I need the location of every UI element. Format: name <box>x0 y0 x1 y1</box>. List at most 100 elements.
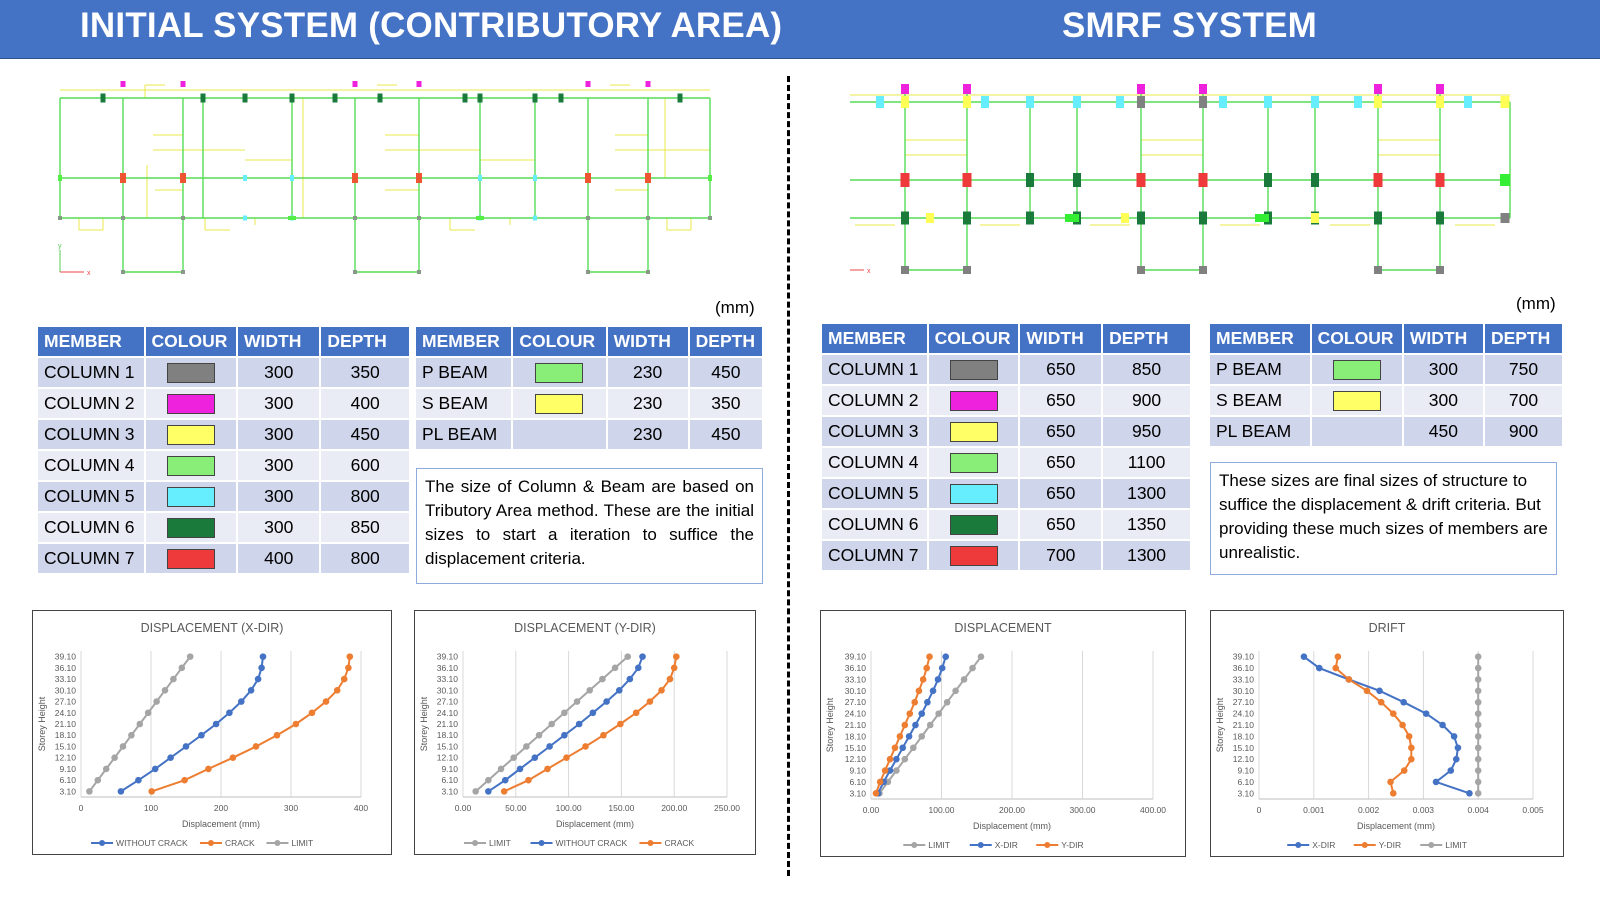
right-title: SMRF SYSTEM <box>1062 6 1317 45</box>
data-point-crack <box>673 653 680 660</box>
section-divider <box>787 76 790 876</box>
data-point-without-crack <box>575 720 583 728</box>
y-tick-label: 21.10 <box>55 719 77 729</box>
y-tick-label: 39.10 <box>845 652 867 662</box>
data-point-y-dir <box>919 676 927 683</box>
data-point-y-dir <box>1363 687 1371 695</box>
data-point-without-crack <box>198 731 205 739</box>
column-marker <box>876 96 884 108</box>
y-axis-title: Storey Height <box>419 696 429 751</box>
column-marker <box>1073 173 1081 187</box>
column-marker <box>1264 96 1272 108</box>
chart-displacement-y: DISPLACEMENT (Y-DIR) 0.00 50.00 100.00 150.0… <box>414 610 756 855</box>
note-initial: The size of Column & Beam are based on T… <box>416 468 763 584</box>
y-tick-label: 3.10 <box>1237 788 1254 798</box>
col-header-member: MEMBER <box>416 327 512 356</box>
colour-swatch <box>166 425 215 446</box>
column-marker <box>1199 96 1207 108</box>
member-name: COLUMN 3 <box>38 420 144 449</box>
chart-displacement-smrf: DISPLACEMENT 0.00 100.00 200.00 300.00 400.00… <box>820 610 1186 857</box>
data-point-y-dir <box>1387 778 1394 786</box>
colour-cell <box>928 417 1019 446</box>
data-point-limit <box>960 676 968 683</box>
table-row: COLUMN 4 300 600 <box>38 451 409 480</box>
data-point-crack <box>308 709 316 717</box>
y-tick-label: 27.10 <box>1233 697 1255 707</box>
data-point-limit <box>1474 653 1482 660</box>
colour-swatch <box>949 391 998 412</box>
data-point-x-dir <box>1422 710 1430 717</box>
y-tick-label: 36.10 <box>55 663 77 673</box>
data-point-without-crack <box>117 788 125 795</box>
legend-marker-y-dir <box>1044 842 1051 848</box>
table-row: COLUMN 3 300 450 <box>38 420 409 449</box>
legend-label: X-DIR <box>1312 840 1335 850</box>
data-point-without-crack <box>226 709 233 717</box>
column-marker <box>1137 96 1145 108</box>
column-marker <box>1137 211 1145 225</box>
legend-marker-limit <box>911 842 918 848</box>
y-tick-label: 24.10 <box>55 708 77 718</box>
col-header-width: WIDTH <box>1403 324 1483 353</box>
data-point-limit <box>144 709 152 717</box>
depth-value: 450 <box>321 420 409 449</box>
legend-label: LIMIT <box>489 838 511 848</box>
width-value: 300 <box>238 389 320 418</box>
chart-title: DRIFT <box>1369 621 1406 635</box>
data-point-limit <box>1474 767 1482 774</box>
column-marker <box>352 81 358 87</box>
y-tick-label: 30.10 <box>55 685 77 695</box>
column-marker <box>1219 96 1227 108</box>
data-point-limit <box>624 653 632 660</box>
column-marker <box>585 173 591 183</box>
column-marker <box>645 81 651 87</box>
member-name: COLUMN 4 <box>38 451 144 480</box>
column-marker <box>708 175 712 181</box>
data-point-x-dir <box>1315 664 1323 672</box>
data-point-y-dir <box>1345 676 1353 683</box>
width-value: 650 <box>1020 510 1102 539</box>
table-row: PL BEAM 230 450 <box>416 420 762 449</box>
table-row: S BEAM 230 350 <box>416 389 762 418</box>
column-marker <box>180 81 186 87</box>
data-point-x-dir <box>899 744 907 752</box>
column-marker <box>181 216 185 220</box>
y-tick-label: 18.10 <box>845 731 867 741</box>
member-name: COLUMN 5 <box>38 482 144 511</box>
data-point-crack <box>646 698 654 705</box>
column-marker <box>352 173 358 183</box>
data-point-crack <box>148 788 155 795</box>
left-column-table: MEMBER COLOUR WIDTH DEPTH COLUMN 1 300 350… <box>36 325 411 575</box>
column-marker <box>1464 96 1472 108</box>
y-tick-label: 30.10 <box>1233 686 1255 696</box>
column-marker <box>462 93 468 103</box>
colour-cell <box>145 513 237 542</box>
width-value: 300 <box>238 358 320 387</box>
colour-swatch <box>166 549 215 570</box>
column-marker <box>1121 213 1129 223</box>
col-header-depth: DEPTH <box>689 327 762 356</box>
col-header-depth: DEPTH <box>1484 324 1562 353</box>
data-point-x-dir <box>1432 778 1440 786</box>
colour-cell <box>145 358 237 387</box>
column-marker <box>901 84 909 94</box>
data-point-without-crack <box>258 664 265 672</box>
column-marker <box>120 173 126 183</box>
table-row: COLUMN 3 650 950 <box>822 417 1190 446</box>
data-point-limit <box>586 687 594 694</box>
data-point-limit <box>893 767 900 774</box>
y-axis-title: Storey Height <box>37 696 47 751</box>
colour-cell <box>145 451 237 480</box>
width-value: 300 <box>238 420 320 449</box>
column-marker <box>901 266 909 274</box>
depth-value: 600 <box>321 451 409 480</box>
data-point-crack <box>345 664 352 672</box>
floor-plan-smrf: yx <box>850 84 1511 275</box>
column-marker <box>677 93 683 103</box>
data-point-crack <box>666 675 674 683</box>
depth-value: 450 <box>689 420 762 449</box>
legend-label: X-DIR <box>995 840 1018 850</box>
legend-label: LIMIT <box>928 840 950 850</box>
column-marker <box>901 96 909 108</box>
data-point-without-crack <box>501 776 509 784</box>
